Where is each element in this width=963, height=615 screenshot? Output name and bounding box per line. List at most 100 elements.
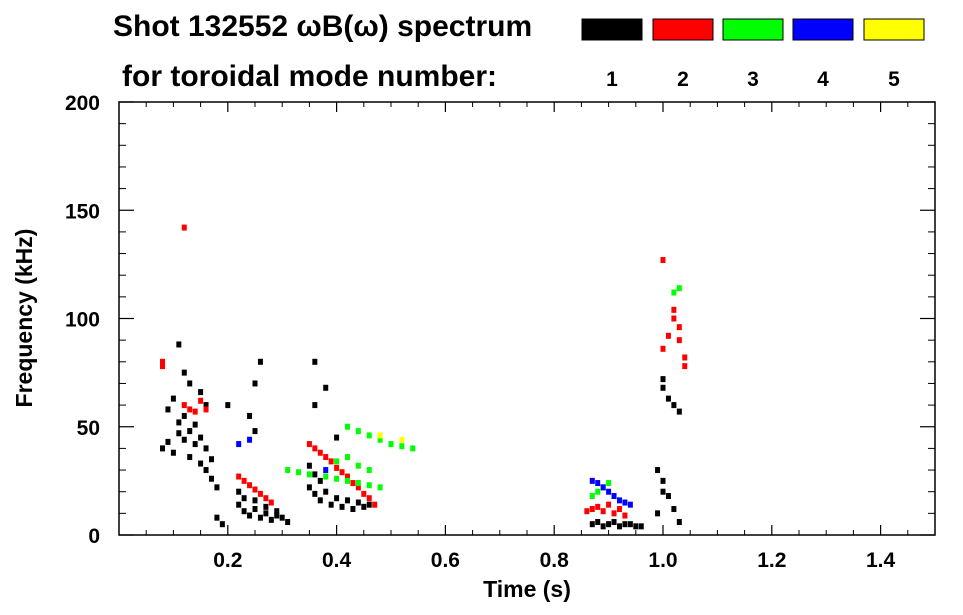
x-axis-title: Time (s) xyxy=(483,576,571,602)
y-tick-label: 200 xyxy=(65,92,100,115)
data-point xyxy=(671,289,677,296)
data-point xyxy=(181,224,187,231)
data-point xyxy=(377,436,383,443)
data-point xyxy=(334,495,340,502)
data-point xyxy=(611,493,617,500)
data-point xyxy=(676,519,682,526)
data-point xyxy=(203,402,209,409)
data-point xyxy=(366,501,372,508)
data-point xyxy=(611,510,617,517)
data-point xyxy=(198,460,204,467)
data-point xyxy=(263,510,269,517)
x-tick-label: 1.4 xyxy=(866,549,896,572)
data-point xyxy=(655,510,661,517)
data-point xyxy=(285,519,291,526)
data-point xyxy=(198,434,204,441)
data-point xyxy=(638,523,644,530)
data-point xyxy=(671,306,677,313)
series-mode-5 xyxy=(377,432,405,443)
data-point xyxy=(361,503,367,510)
data-point xyxy=(671,402,677,409)
data-point xyxy=(355,484,361,491)
data-point xyxy=(606,480,612,487)
data-point xyxy=(306,471,312,478)
data-point xyxy=(606,488,612,495)
x-tick-label: 0.4 xyxy=(322,549,352,572)
y-tick-label: 0 xyxy=(88,525,100,548)
data-point xyxy=(323,454,329,461)
data-point xyxy=(252,380,258,387)
data-point xyxy=(187,428,193,435)
data-point xyxy=(676,408,682,415)
data-point xyxy=(203,467,209,474)
data-point xyxy=(334,475,340,482)
data-point xyxy=(176,419,182,426)
x-tick-label: 0.6 xyxy=(431,549,460,572)
data-point xyxy=(344,477,350,484)
plot-frame xyxy=(118,101,936,536)
data-point xyxy=(187,380,193,387)
data-point xyxy=(236,441,242,448)
data-point xyxy=(170,395,176,402)
data-point xyxy=(187,454,193,461)
data-point xyxy=(665,332,671,339)
data-point xyxy=(160,358,166,365)
data-point xyxy=(355,480,361,487)
data-point xyxy=(198,389,204,396)
data-point xyxy=(366,432,372,439)
data-point xyxy=(208,475,214,482)
legend-label-mode-4: 4 xyxy=(817,68,829,91)
data-point xyxy=(274,508,280,515)
data-point xyxy=(176,341,182,348)
data-point xyxy=(252,428,258,435)
data-point xyxy=(252,486,258,493)
data-point xyxy=(241,508,247,515)
legend-label-mode-3: 3 xyxy=(747,68,759,91)
data-point xyxy=(600,484,606,491)
data-point xyxy=(611,519,617,526)
data-point xyxy=(247,482,253,489)
data-point xyxy=(627,521,633,528)
x-tick-label: 1.2 xyxy=(757,549,786,572)
data-point xyxy=(257,514,263,521)
data-point xyxy=(350,480,356,487)
data-point xyxy=(671,506,677,513)
data-point xyxy=(334,464,340,471)
data-point xyxy=(241,495,247,502)
data-point xyxy=(633,523,639,530)
data-point xyxy=(616,497,622,504)
data-point xyxy=(665,395,671,402)
data-point xyxy=(366,482,372,489)
data-point xyxy=(600,523,606,530)
legend-swatch-mode-1 xyxy=(581,18,643,41)
data-point xyxy=(181,402,187,409)
data-point xyxy=(616,506,622,513)
chart-subtitle: for toroidal mode number: xyxy=(122,60,497,93)
data-point xyxy=(616,523,622,530)
data-point xyxy=(660,257,666,264)
data-point xyxy=(312,358,318,365)
data-point xyxy=(589,493,595,500)
data-point xyxy=(247,412,253,419)
data-point xyxy=(595,503,601,510)
data-point xyxy=(660,376,666,383)
data-point xyxy=(328,458,334,465)
series-mode-4 xyxy=(236,436,633,508)
data-point xyxy=(676,324,682,331)
data-point xyxy=(595,488,601,495)
data-point xyxy=(350,506,356,513)
data-point xyxy=(660,384,666,391)
data-point xyxy=(312,490,318,497)
data-point xyxy=(660,345,666,352)
data-point xyxy=(606,501,612,508)
data-point xyxy=(247,512,253,519)
data-point xyxy=(274,512,280,519)
data-point xyxy=(257,358,263,365)
data-point xyxy=(192,421,198,428)
legend-label-mode-5: 5 xyxy=(888,68,900,91)
mode-legend: 1 2 3 4 5 xyxy=(581,18,925,91)
data-point xyxy=(317,477,323,484)
data-marks xyxy=(160,224,688,530)
legend-label-mode-2: 2 xyxy=(677,68,689,91)
